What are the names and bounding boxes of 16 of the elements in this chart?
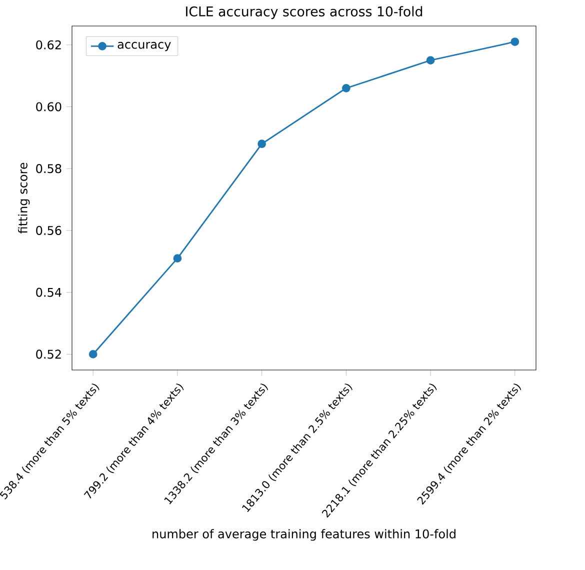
point: [258, 140, 266, 148]
y-tick-label: 0.62: [36, 40, 61, 50]
point: [88, 350, 98, 358]
y-tick-label: 0.54: [36, 288, 62, 297]
point: [342, 84, 350, 92]
y-tick-label: 0.60: [36, 102, 62, 112]
y-tick-label: 0.56: [36, 226, 62, 236]
point: [426, 56, 435, 65]
chart-title: ICLE accuracy scores across 10-fold: [186, 6, 422, 20]
point: [510, 38, 520, 46]
point: [173, 254, 182, 263]
y-axis-title: fitting score: [18, 162, 30, 234]
legend-label: accuracy: [118, 42, 171, 52]
y-tick-label: 0.52: [36, 350, 61, 359]
x-axis-title: number of average training features within 10-fold: [152, 529, 456, 541]
y-tick-label: 0.58: [36, 164, 62, 174]
